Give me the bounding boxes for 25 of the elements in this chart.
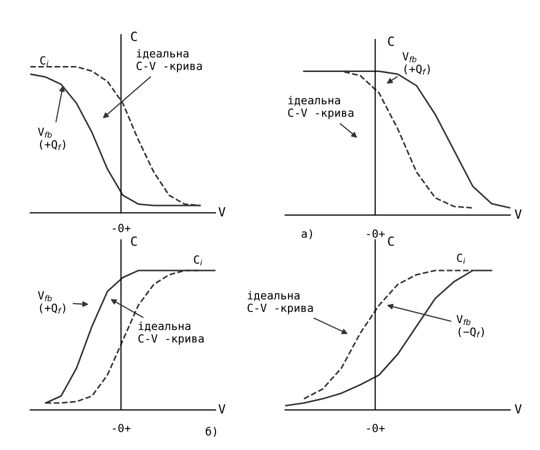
- y-axis-title: C: [131, 32, 137, 42]
- x-axis-title: V: [218, 404, 226, 414]
- text: -0+: [112, 224, 131, 232]
- text: C$_{i}$: [194, 255, 202, 266]
- annotation: V$_{fb}$ (+Q$_{f}$): [402, 52, 430, 75]
- annotation: ідеальна C-V -крива: [138, 322, 204, 345]
- x-axis-title: V: [514, 209, 522, 219]
- annotation: ідеальна C-V -крива: [288, 96, 354, 120]
- text: -0+: [112, 424, 131, 432]
- text: б): [206, 426, 216, 437]
- x-axis-title: V: [218, 207, 226, 216]
- y-axis-title: C: [131, 236, 137, 246]
- text: а): [302, 229, 312, 240]
- y-axis-title: C: [388, 36, 394, 46]
- annotation: V$_{fb}$ (−Q$_{f}$): [456, 315, 484, 338]
- annotation: ідеальна C-V -крива: [136, 48, 202, 72]
- text: -0+: [367, 424, 385, 432]
- x-axis-title: V: [514, 404, 522, 414]
- text: C$_{i}$: [457, 254, 466, 264]
- annotation: ідеальна C-V -крива: [248, 290, 313, 314]
- annotation: V$_{fb}$ (+Q$_{f}$): [38, 291, 66, 314]
- y-axis-title: C: [388, 236, 394, 246]
- text: C$_{i}$: [40, 56, 48, 66]
- text: -0+: [367, 229, 385, 238]
- annotation: V$_{fb}$ (+Q$_{f}$): [38, 128, 66, 150]
